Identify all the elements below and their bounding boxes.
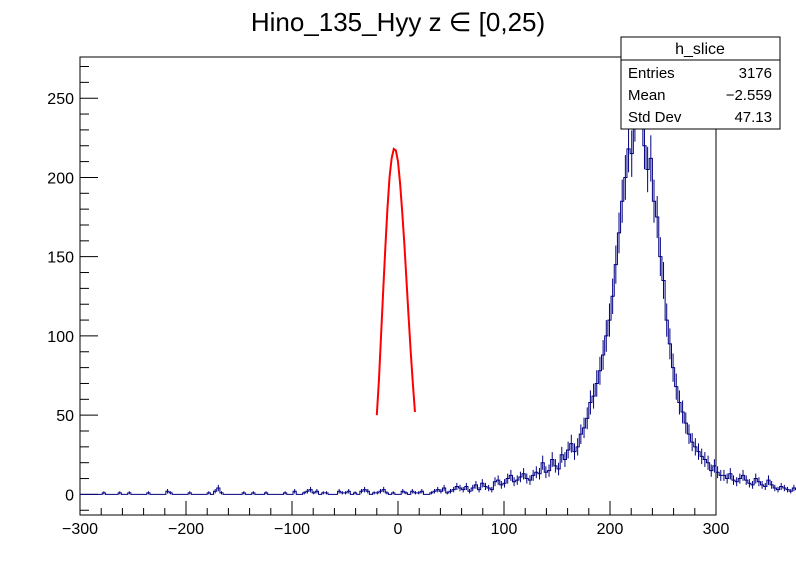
- y-tick-label: 150: [47, 250, 74, 267]
- x-tick-label: −100: [274, 521, 310, 538]
- stats-entries-label: Entries: [628, 65, 675, 82]
- histogram-series: [80, 78, 796, 495]
- stats-entries-value: 3176: [739, 65, 772, 82]
- fit-curve: [375, 147, 416, 416]
- y-tick-label: 0: [65, 487, 74, 504]
- x-tick-label: −300: [62, 521, 98, 538]
- y-tick-label: 250: [47, 91, 74, 108]
- y-tick-label: 200: [47, 170, 74, 187]
- stats-box-title: h_slice: [675, 41, 725, 58]
- stats-box: h_slice Entries 3176 Mean −2.559 Std Dev…: [620, 36, 781, 130]
- x-tick-label: 0: [394, 521, 403, 538]
- x-tick-label: 200: [597, 521, 624, 538]
- chart-title: Hino_135_Hyy z ∈ [0,25): [251, 7, 545, 37]
- y-tick-label: 100: [47, 329, 74, 346]
- y-tick-label: 50: [56, 408, 74, 425]
- x-tick-label: 300: [703, 521, 730, 538]
- stats-mean-label: Mean: [628, 87, 666, 104]
- stats-mean-value: −2.559: [726, 87, 772, 104]
- y-axis: 0 50 100 150 200 250: [47, 66, 98, 511]
- x-tick-label: 100: [491, 521, 518, 538]
- x-tick-label: −200: [168, 521, 204, 538]
- stats-stddev-label: Std Dev: [628, 109, 682, 126]
- stats-stddev-value: 47.13: [734, 109, 772, 126]
- x-axis: −300 −200 −100 0 100 200 300: [62, 501, 729, 538]
